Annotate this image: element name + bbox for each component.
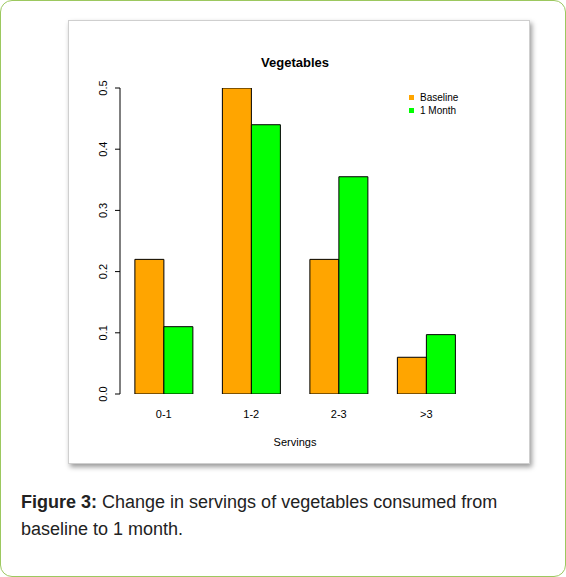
html-text:Baseline: Baseline: [420, 92, 459, 103]
html-text:Figure 3: Change in servings o: Figure 3: Change in servings of vegetabl…: [21, 492, 498, 539]
html-text:Vegetables: Vegetables: [261, 55, 329, 70]
svg-text:Servings: Servings: [274, 436, 317, 448]
svg-text:0-1: 0-1: [156, 408, 172, 420]
svg-text:2-3: 2-3: [331, 408, 347, 420]
svg-text:0.2: 0.2: [97, 264, 109, 279]
svg-text:0.5: 0.5: [97, 80, 109, 95]
svg-text:0.3: 0.3: [97, 203, 109, 218]
svg-text:0.4: 0.4: [97, 142, 109, 157]
svg-text:1-2: 1-2: [243, 408, 259, 420]
svg-text:>3: >3: [420, 408, 433, 420]
svg-text:0.1: 0.1: [97, 325, 109, 340]
svg-text:0.0: 0.0: [97, 386, 109, 401]
html-text:1 Month: 1 Month: [420, 105, 457, 116]
